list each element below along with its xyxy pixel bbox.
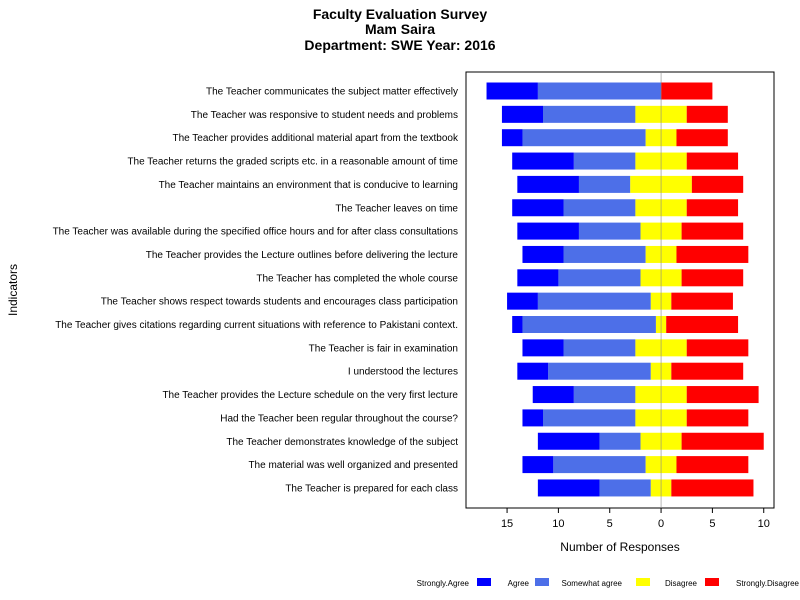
row-label: The Teacher is prepared for each class bbox=[285, 483, 458, 494]
row-label: The Teacher communicates the subject mat… bbox=[206, 87, 458, 98]
row-label: The Teacher was available during the spe… bbox=[53, 227, 458, 238]
row-label: The Teacher gives citations regarding cu… bbox=[55, 320, 458, 331]
bar-strongly-agree bbox=[507, 292, 538, 310]
legend-label: Strongly.Disagree bbox=[736, 579, 800, 588]
bars-layer bbox=[486, 72, 764, 508]
bar-strongly-agree bbox=[486, 82, 538, 100]
y-axis-title: Indicators bbox=[6, 264, 20, 316]
legend-swatch bbox=[705, 578, 719, 586]
bar-agree bbox=[563, 339, 636, 357]
bar-agree bbox=[543, 105, 636, 123]
bar-agree bbox=[578, 222, 641, 240]
x-axis-title: Number of Responses bbox=[560, 540, 679, 554]
row-label: The Teacher shows respect towards studen… bbox=[101, 297, 458, 308]
x-tick-label: 5 bbox=[709, 518, 715, 530]
bar-disagree bbox=[686, 105, 728, 123]
bar-strongly-agree bbox=[522, 456, 554, 474]
bar-strongly-agree bbox=[537, 432, 600, 450]
row-label: The Teacher demonstrates knowledge of th… bbox=[226, 437, 458, 448]
bar-disagree bbox=[681, 222, 744, 240]
bar-agree bbox=[599, 479, 651, 497]
plot-frame bbox=[465, 71, 775, 509]
bar-agree bbox=[543, 409, 636, 427]
row-label: I understood the lectures bbox=[348, 367, 458, 378]
bar-disagree bbox=[676, 456, 749, 474]
bar-disagree bbox=[686, 199, 739, 217]
bar-agree bbox=[563, 245, 646, 263]
bar-strongly-agree bbox=[522, 339, 564, 357]
bar-agree bbox=[537, 82, 662, 100]
bar-agree bbox=[563, 199, 636, 217]
legend-label: Disagree bbox=[665, 579, 698, 588]
bar-strongly-agree bbox=[501, 129, 523, 147]
bar-disagree bbox=[686, 339, 749, 357]
bar-disagree bbox=[691, 175, 744, 193]
row-label: The Teacher is fair in examination bbox=[309, 343, 458, 354]
bar-agree bbox=[599, 432, 641, 450]
bar-disagree bbox=[666, 316, 739, 333]
x-tick-label: 5 bbox=[607, 518, 613, 530]
bar-strongly-agree bbox=[517, 175, 579, 193]
bar-agree bbox=[573, 152, 636, 170]
bar-strongly-agree bbox=[517, 269, 559, 287]
bar-agree bbox=[537, 292, 651, 310]
bar-agree bbox=[573, 386, 636, 404]
bar-strongly-agree bbox=[517, 362, 549, 380]
row-label: Had the Teacher been regular throughout … bbox=[220, 413, 458, 424]
chart-title-line-2: Mam Saira bbox=[365, 21, 435, 37]
row-label: The Teacher provides additional material… bbox=[172, 133, 459, 144]
bar-disagree bbox=[676, 245, 749, 263]
bar-strongly-agree bbox=[512, 152, 574, 170]
x-tick-label: 15 bbox=[501, 518, 513, 530]
legend-swatch bbox=[477, 578, 491, 586]
row-label: The Teacher provides the Lecture schedul… bbox=[162, 390, 458, 401]
bar-agree bbox=[522, 316, 656, 333]
chart-title-line-1: Faculty Evaluation Survey bbox=[313, 6, 487, 22]
bar-disagree bbox=[686, 409, 749, 427]
row-label: The Teacher leaves on time bbox=[335, 203, 458, 214]
bar-agree bbox=[558, 269, 641, 287]
row-label: The Teacher provides the Lecture outline… bbox=[146, 250, 459, 261]
legend-label: Strongly.Agree bbox=[417, 579, 470, 588]
bar-strongly-agree bbox=[501, 105, 543, 123]
row-labels-layer: The Teacher communicates the subject mat… bbox=[53, 87, 459, 495]
bar-disagree bbox=[686, 386, 759, 404]
bar-strongly-agree bbox=[512, 199, 564, 217]
x-axis-ticks: 15 10 5 0 5 10 bbox=[501, 508, 770, 530]
bar-disagree bbox=[681, 432, 764, 450]
bar-disagree bbox=[661, 82, 713, 100]
bar-agree bbox=[522, 129, 646, 147]
chart-title-line-3: Department: SWE Year: 2016 bbox=[304, 37, 495, 53]
bar-disagree bbox=[681, 269, 744, 287]
row-label: The Teacher was responsive to student ne… bbox=[191, 110, 458, 121]
bar-strongly-agree bbox=[522, 245, 564, 263]
legend-label: Agree bbox=[508, 579, 530, 588]
bar-strongly-agree bbox=[512, 316, 523, 333]
bar-disagree bbox=[671, 292, 733, 310]
bar-agree bbox=[578, 175, 631, 193]
row-label: The Teacher has completed the whole cour… bbox=[256, 273, 458, 284]
bar-disagree bbox=[676, 129, 728, 147]
bar-disagree bbox=[671, 362, 744, 380]
row-label: The Teacher returns the graded scripts e… bbox=[127, 157, 458, 168]
bar-strongly-agree bbox=[537, 479, 600, 497]
bar-agree bbox=[548, 362, 651, 380]
x-tick-label: 10 bbox=[758, 518, 770, 530]
legend-swatch bbox=[636, 578, 650, 586]
legend: Strongly.Agree Agree Somewhat agree Disagre… bbox=[417, 578, 800, 588]
bar-disagree bbox=[686, 152, 739, 170]
bar-agree bbox=[553, 456, 646, 474]
bar-strongly-agree bbox=[532, 386, 574, 404]
bar-disagree bbox=[671, 479, 754, 497]
legend-label: Somewhat agree bbox=[562, 579, 623, 588]
bar-strongly-agree bbox=[517, 222, 579, 240]
row-label: The material was well organized and pres… bbox=[248, 460, 458, 471]
bar-strongly-agree bbox=[522, 409, 543, 427]
x-tick-label: 0 bbox=[658, 518, 664, 530]
x-tick-label: 10 bbox=[552, 518, 564, 530]
row-label: The Teacher maintains an environment tha… bbox=[159, 180, 458, 191]
legend-swatch bbox=[535, 578, 549, 586]
